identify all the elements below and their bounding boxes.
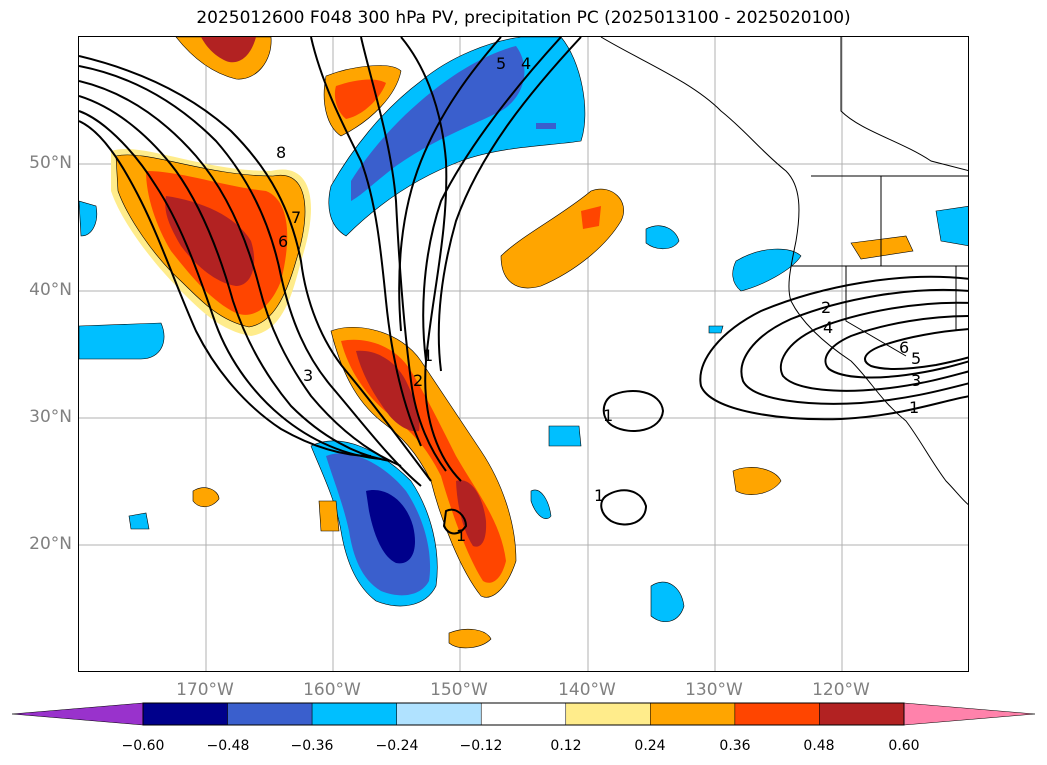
colorbar-extend-max (903, 702, 1036, 726)
colorbar-tick-label: 0.36 (719, 738, 751, 754)
contour-label: 4 (521, 54, 531, 73)
latitude-label: 20°N (29, 534, 72, 554)
contour-label: 8 (276, 143, 286, 162)
colorbar-tick-label: 0.24 (634, 738, 666, 754)
colorbar-tick-label: −0.60 (121, 738, 165, 754)
colorbar-segment (734, 702, 820, 726)
map-panel: 8 7 6 5 4 3 2 1 1 1 1 2 4 6 5 3 1 (78, 36, 969, 672)
colorbar (11, 702, 1036, 726)
coastlines (600, 37, 968, 506)
pv-contours (79, 37, 968, 535)
colorbar-segment (142, 702, 228, 726)
longitude-label: 130°W (685, 680, 743, 700)
colorbar-tick-label: −0.12 (459, 738, 503, 754)
colorbar-segment (311, 702, 397, 726)
colorbar-tick-label: 0.48 (803, 738, 835, 754)
contour-label: 1 (423, 346, 433, 365)
colorbar-segment (227, 702, 313, 726)
colorbar-frame (142, 702, 905, 726)
contour-label: 5 (911, 349, 921, 368)
contour-label: 1 (603, 406, 613, 425)
contour-labels: 8 7 6 5 4 3 2 1 1 1 1 2 4 6 5 3 1 (276, 54, 921, 545)
contour-label: 1 (909, 398, 919, 417)
colorbar-extend-min (11, 702, 144, 726)
contour-label: 1 (456, 526, 466, 545)
contour-label: 1 (594, 486, 604, 505)
contour-label: 3 (911, 371, 921, 390)
colorbar-tick-label: −0.36 (290, 738, 334, 754)
contour-label: 4 (823, 318, 833, 337)
colorbar-segment (650, 702, 736, 726)
colorbar-segment (565, 702, 651, 726)
map-canvas: 8 7 6 5 4 3 2 1 1 1 1 2 4 6 5 3 1 (79, 37, 968, 671)
map-title: 2025012600 F048 300 hPa PV, precipitatio… (196, 8, 851, 28)
colorbar-segment (396, 702, 482, 726)
contour-label: 3 (303, 366, 313, 385)
colorbar-tick-label: −0.48 (206, 738, 250, 754)
colorbar-segment (819, 702, 905, 726)
colorbar-tick-label: 0.60 (888, 738, 920, 754)
precip-shading (79, 37, 968, 649)
contour-label: 5 (496, 54, 506, 73)
contour-label: 7 (291, 208, 301, 227)
colorbar-tick-label: 0.12 (550, 738, 582, 754)
longitude-label: 140°W (558, 680, 616, 700)
longitude-label: 120°W (812, 680, 870, 700)
latitude-label: 50°N (29, 153, 72, 173)
longitude-label: 170°W (176, 680, 234, 700)
latitude-label: 30°N (29, 407, 72, 427)
latitude-label: 40°N (29, 280, 72, 300)
colorbar-tick-label: −0.24 (375, 738, 419, 754)
contour-label: 2 (821, 298, 831, 317)
contour-label: 6 (278, 232, 288, 251)
longitude-label: 160°W (303, 680, 361, 700)
contour-label: 2 (413, 371, 423, 390)
longitude-label: 150°W (430, 680, 488, 700)
contour-label: 6 (899, 338, 909, 357)
colorbar-segment (480, 702, 567, 726)
